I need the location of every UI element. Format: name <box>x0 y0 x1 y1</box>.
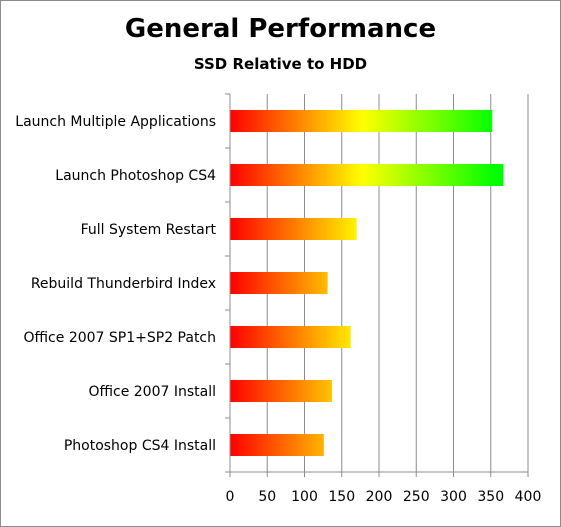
x-tick-label: 250 <box>403 489 430 505</box>
x-tick-label: 50 <box>258 489 276 505</box>
category-label: Rebuild Thunderbird Index <box>31 276 216 292</box>
bar <box>230 272 328 294</box>
category-label: Full System Restart <box>81 222 217 238</box>
category-label: Photoshop CS4 Install <box>64 438 216 454</box>
chart-subtitle: SSD Relative to HDD <box>193 55 368 73</box>
x-tick-label: 350 <box>477 489 504 505</box>
x-tick-label: 200 <box>366 489 393 505</box>
bar <box>230 218 357 240</box>
grid-lines <box>266 94 529 472</box>
x-tick-label: 300 <box>440 489 467 505</box>
category-label: Office 2007 SP1+SP2 Patch <box>24 330 217 346</box>
bar <box>230 110 493 132</box>
category-labels: Launch Multiple Applications Launch Photo… <box>15 114 216 454</box>
category-label: Launch Multiple Applications <box>15 114 216 130</box>
bar <box>230 380 333 402</box>
tick-labels: 0 50 100 150 200 250 300 350 400 <box>226 489 542 505</box>
axes <box>225 93 529 477</box>
category-label: Office 2007 Install <box>88 384 216 400</box>
bar <box>230 164 504 186</box>
bar <box>230 434 324 456</box>
category-label: Launch Photoshop CS4 <box>55 168 216 184</box>
bars <box>230 110 504 456</box>
x-tick-label: 100 <box>291 489 318 505</box>
bar <box>230 326 351 348</box>
x-tick-label: 150 <box>328 489 355 505</box>
chart-title: General Performance <box>124 14 437 44</box>
x-tick-label: 400 <box>515 489 542 505</box>
x-tick-label: 0 <box>226 489 235 505</box>
